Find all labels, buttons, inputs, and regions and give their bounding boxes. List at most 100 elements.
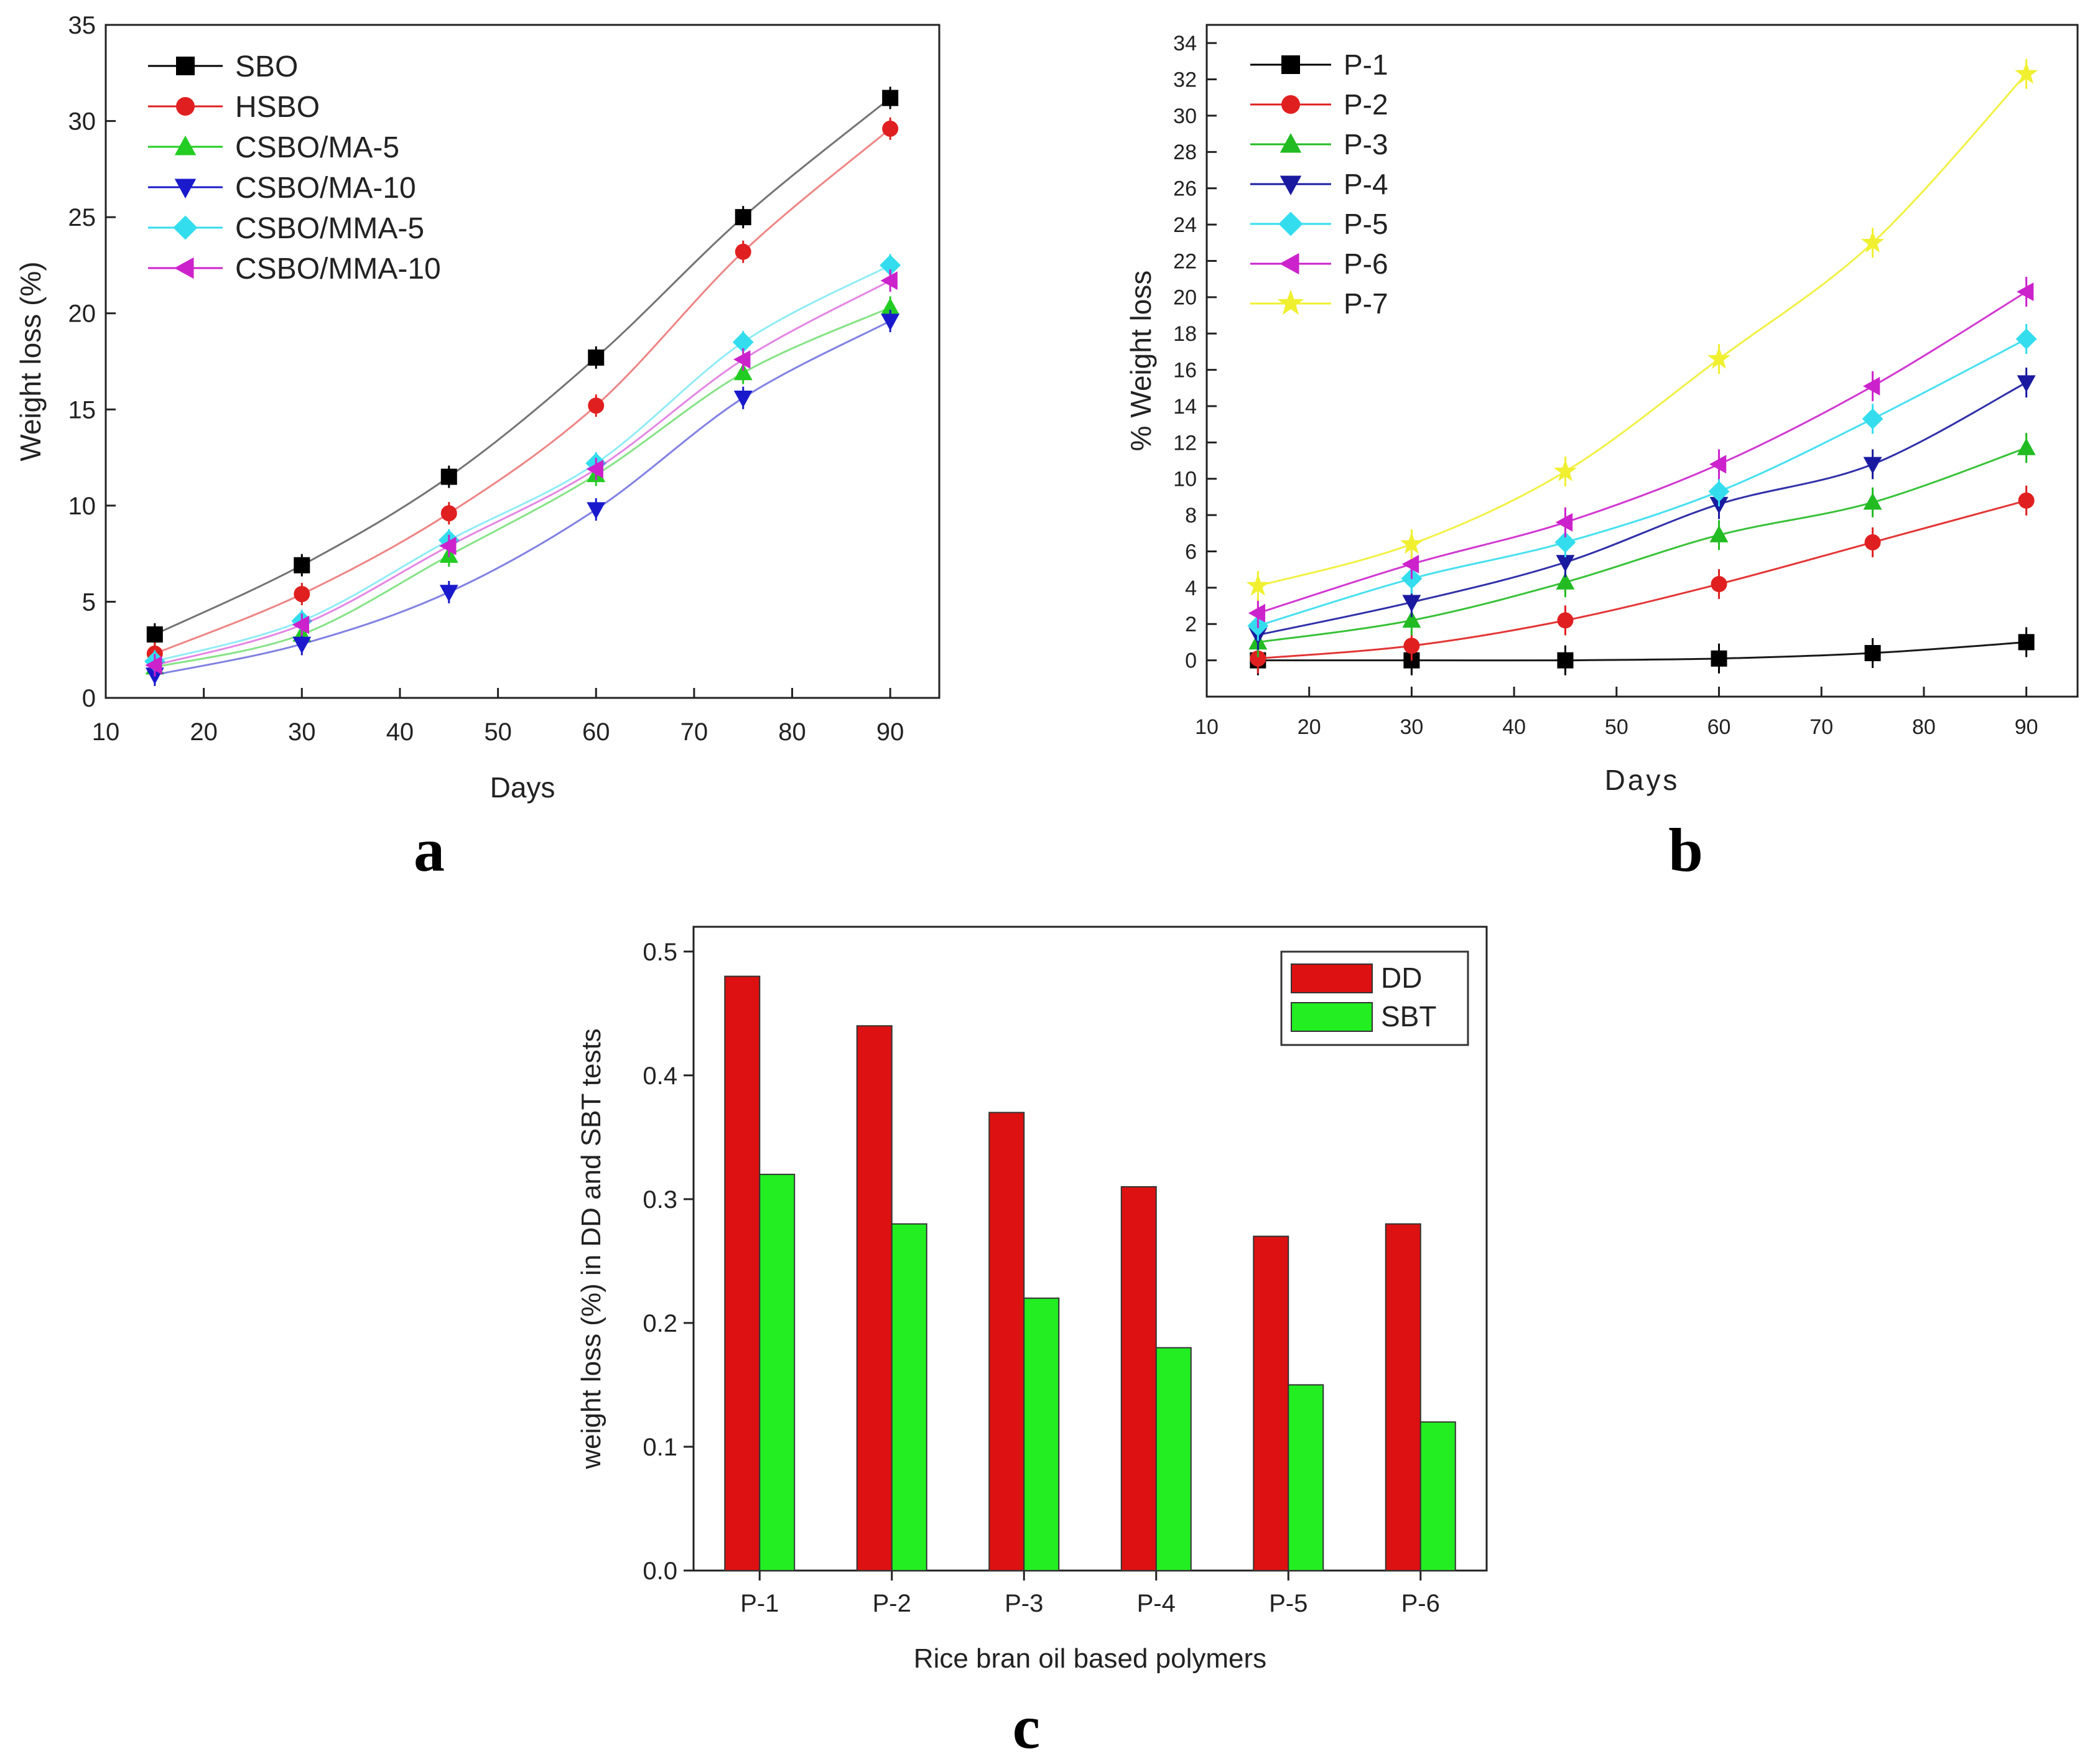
- x-tick-label: 80: [778, 718, 806, 746]
- bar-sbt-p-4: [1155, 1347, 1192, 1571]
- y-tick-label: 34: [1173, 32, 1197, 55]
- data-point-p-1: [1557, 652, 1574, 669]
- y-tick-label: 15: [68, 396, 96, 424]
- legend-marker-sbo: [176, 57, 195, 75]
- y-tick-label: 2: [1185, 613, 1197, 636]
- data-point-p-3: [1402, 610, 1421, 628]
- data-point-csbo-mma-10: [733, 350, 751, 369]
- y-tick-label: 35: [68, 12, 96, 39]
- legend-label-p-4: P-4: [1344, 168, 1388, 200]
- data-point-p-2: [1250, 650, 1266, 667]
- y-tick-label: 4: [1185, 577, 1197, 600]
- data-point-p-6: [2017, 282, 2034, 302]
- y-tick-label: 0.2: [643, 1310, 677, 1337]
- data-point-p-3: [1863, 493, 1882, 510]
- x-tick-label: 80: [1912, 715, 1936, 739]
- y-tick-label: 30: [1173, 104, 1197, 128]
- data-point-csbo-ma-10: [881, 313, 900, 331]
- x-tick-label: 70: [1809, 715, 1833, 739]
- data-point-p-2: [1864, 534, 1881, 550]
- data-point-p-3: [1556, 572, 1575, 590]
- bar-sbt-p-5: [1288, 1384, 1324, 1572]
- legend-label-p-2: P-2: [1344, 88, 1388, 121]
- data-point-sbo: [735, 209, 751, 226]
- data-point-p-7: [1400, 532, 1423, 554]
- series-line-p-7: [1257, 73, 2027, 587]
- legend-marker-p-1: [1281, 55, 1300, 74]
- plot-frame: [692, 926, 1488, 1572]
- data-point-csbo-ma-10: [587, 502, 606, 519]
- x-tick-label: 60: [582, 718, 610, 746]
- data-point-hsbo: [294, 586, 310, 603]
- y-tick-label: 20: [1173, 286, 1197, 310]
- bar-sbt-p-2: [891, 1223, 927, 1571]
- data-point-csbo-ma-5: [733, 363, 753, 381]
- legend-label-csbo-mma-5: CSBO/MMA-5: [235, 212, 424, 245]
- data-point-p-4: [1402, 595, 1421, 612]
- legend-label-sbt: SBT: [1381, 1000, 1436, 1033]
- x-tick-label: 10: [92, 718, 120, 746]
- data-point-p-5: [2015, 328, 2037, 350]
- series-line-csbo-mma-10: [154, 279, 891, 666]
- data-point-csbo-ma-10: [439, 585, 458, 602]
- data-point-p-5: [1554, 531, 1576, 553]
- bar-dd-p-4: [1120, 1186, 1157, 1571]
- data-point-csbo-mma-10: [586, 460, 603, 479]
- y-tick-label: 26: [1173, 177, 1197, 201]
- y-tick-label: 0.5: [643, 939, 677, 966]
- panel-label-c: c: [1013, 1692, 1040, 1762]
- y-tick-label: 6: [1185, 540, 1197, 564]
- data-point-csbo-mma-10: [880, 271, 898, 290]
- data-point-p-6: [1248, 603, 1266, 623]
- bar-dd-p-5: [1253, 1235, 1289, 1572]
- bar-dd-p-3: [988, 1112, 1025, 1572]
- data-point-p-6: [1862, 376, 1880, 396]
- y-tick-label: 28: [1173, 141, 1197, 164]
- legend-marker-p-2: [1281, 95, 1300, 114]
- chart-panel-c: 0.0 0.1 0.2 0.3 0.4 0.5 P-1 P-2 P-3 P-4 P-5 P-6 Rice…: [576, 926, 1488, 1674]
- y-tick-label: 0: [1185, 649, 1197, 673]
- data-point-csbo-mma-10: [145, 656, 162, 675]
- bar-dd-p-6: [1385, 1223, 1421, 1571]
- data-point-sbo: [294, 557, 310, 573]
- x-tick-label: 60: [1707, 715, 1731, 739]
- legend-swatch-dd: [1291, 963, 1373, 993]
- y-axis-label: % Weight loss: [1125, 271, 1157, 452]
- legend-label-p-3: P-3: [1344, 128, 1388, 160]
- y-tick-label: 12: [1173, 431, 1197, 455]
- series-line-sbo: [154, 97, 891, 636]
- legend-label-p-6: P-6: [1344, 248, 1388, 280]
- legend-marker-hsbo: [176, 97, 195, 116]
- data-point-p-2: [1557, 612, 1574, 629]
- data-point-hsbo: [440, 505, 457, 522]
- legend-swatch-sbt: [1291, 1002, 1373, 1032]
- y-tick-label: 8: [1185, 504, 1197, 527]
- data-point-p-4: [2017, 375, 2036, 392]
- plot-frame: [1205, 24, 2079, 698]
- x-axis-label: Rice bran oil based polymers: [914, 1643, 1266, 1674]
- x-tick-label: 50: [484, 718, 512, 746]
- data-point-csbo-ma-10: [733, 391, 753, 408]
- y-tick-label: 20: [68, 300, 96, 328]
- legend-label-csbo-ma-10: CSBO/MA-10: [235, 172, 416, 205]
- legend-label-p-5: P-5: [1344, 208, 1388, 240]
- data-point-sbo: [146, 626, 163, 643]
- x-tick-label: 90: [876, 718, 904, 746]
- data-point-csbo-ma-5: [881, 297, 900, 315]
- bar-sbt-p-3: [1023, 1297, 1060, 1572]
- y-tick-label: 30: [68, 108, 96, 136]
- x-tick-label: 30: [288, 718, 316, 746]
- data-point-p-7: [1553, 459, 1577, 481]
- data-point-p-7: [1246, 573, 1270, 596]
- y-tick-label: 10: [1173, 468, 1197, 491]
- x-tick-label: 70: [680, 718, 708, 746]
- panel-label-a: a: [414, 815, 445, 884]
- series-line-p-6: [1257, 290, 2027, 615]
- x-tick-label: 20: [190, 718, 218, 746]
- panel-label-b: b: [1668, 815, 1703, 884]
- data-point-sbo: [440, 468, 457, 485]
- legend-marker-csbo-ma-5: [174, 136, 197, 156]
- data-point-csbo-ma-10: [292, 636, 312, 654]
- data-point-p-5: [1862, 408, 1883, 430]
